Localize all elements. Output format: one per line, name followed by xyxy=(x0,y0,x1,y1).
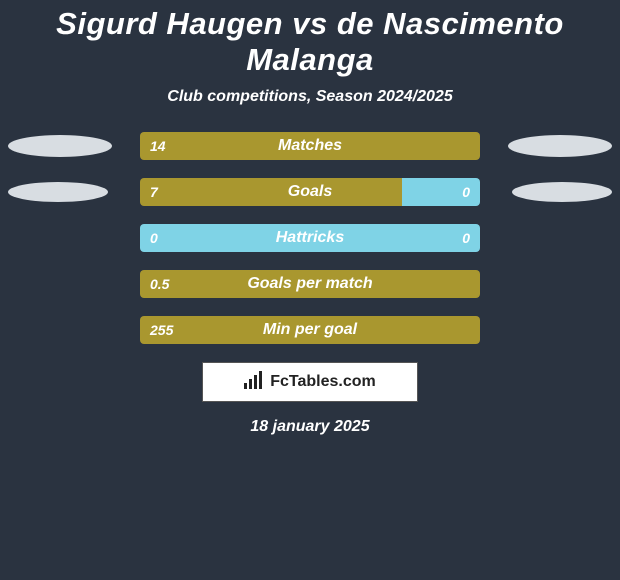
page-subtitle: Club competitions, Season 2024/2025 xyxy=(0,88,620,106)
bar-value-right: 0 xyxy=(452,224,480,252)
bar-segment-left xyxy=(140,178,402,206)
bar-track xyxy=(140,316,480,344)
bar-track xyxy=(140,224,480,252)
comparison-chart: Matches14Goals70Hattricks00Goals per mat… xyxy=(0,132,620,344)
bar-track xyxy=(140,178,480,206)
brand-bars-icon xyxy=(244,371,264,394)
bar-value-left: 7 xyxy=(140,178,168,206)
stat-row: Min per goal255 xyxy=(0,316,620,344)
bar-value-left: 0.5 xyxy=(140,270,179,298)
player-ellipse-left xyxy=(8,135,112,157)
bar-value-left: 255 xyxy=(140,316,183,344)
stat-row: Goals70 xyxy=(0,178,620,206)
page-title: Sigurd Haugen vs de Nascimento Malanga xyxy=(0,0,620,78)
player-ellipse-right xyxy=(512,182,612,202)
bar-value-left: 0 xyxy=(140,224,168,252)
player-ellipse-right xyxy=(508,135,612,157)
bar-value-right: 0 xyxy=(452,178,480,206)
bar-segment-left xyxy=(140,316,480,344)
bar-segment-left xyxy=(140,270,480,298)
date-line: 18 january 2025 xyxy=(0,418,620,436)
stat-row: Goals per match0.5 xyxy=(0,270,620,298)
stat-row: Hattricks00 xyxy=(0,224,620,252)
stat-row: Matches14 xyxy=(0,132,620,160)
bar-value-left: 14 xyxy=(140,132,176,160)
brand-box: FcTables.com xyxy=(202,362,418,402)
bar-track xyxy=(140,132,480,160)
bar-segment-left xyxy=(140,132,480,160)
player-ellipse-left xyxy=(8,182,108,202)
brand-text: FcTables.com xyxy=(270,373,376,391)
bar-track xyxy=(140,270,480,298)
